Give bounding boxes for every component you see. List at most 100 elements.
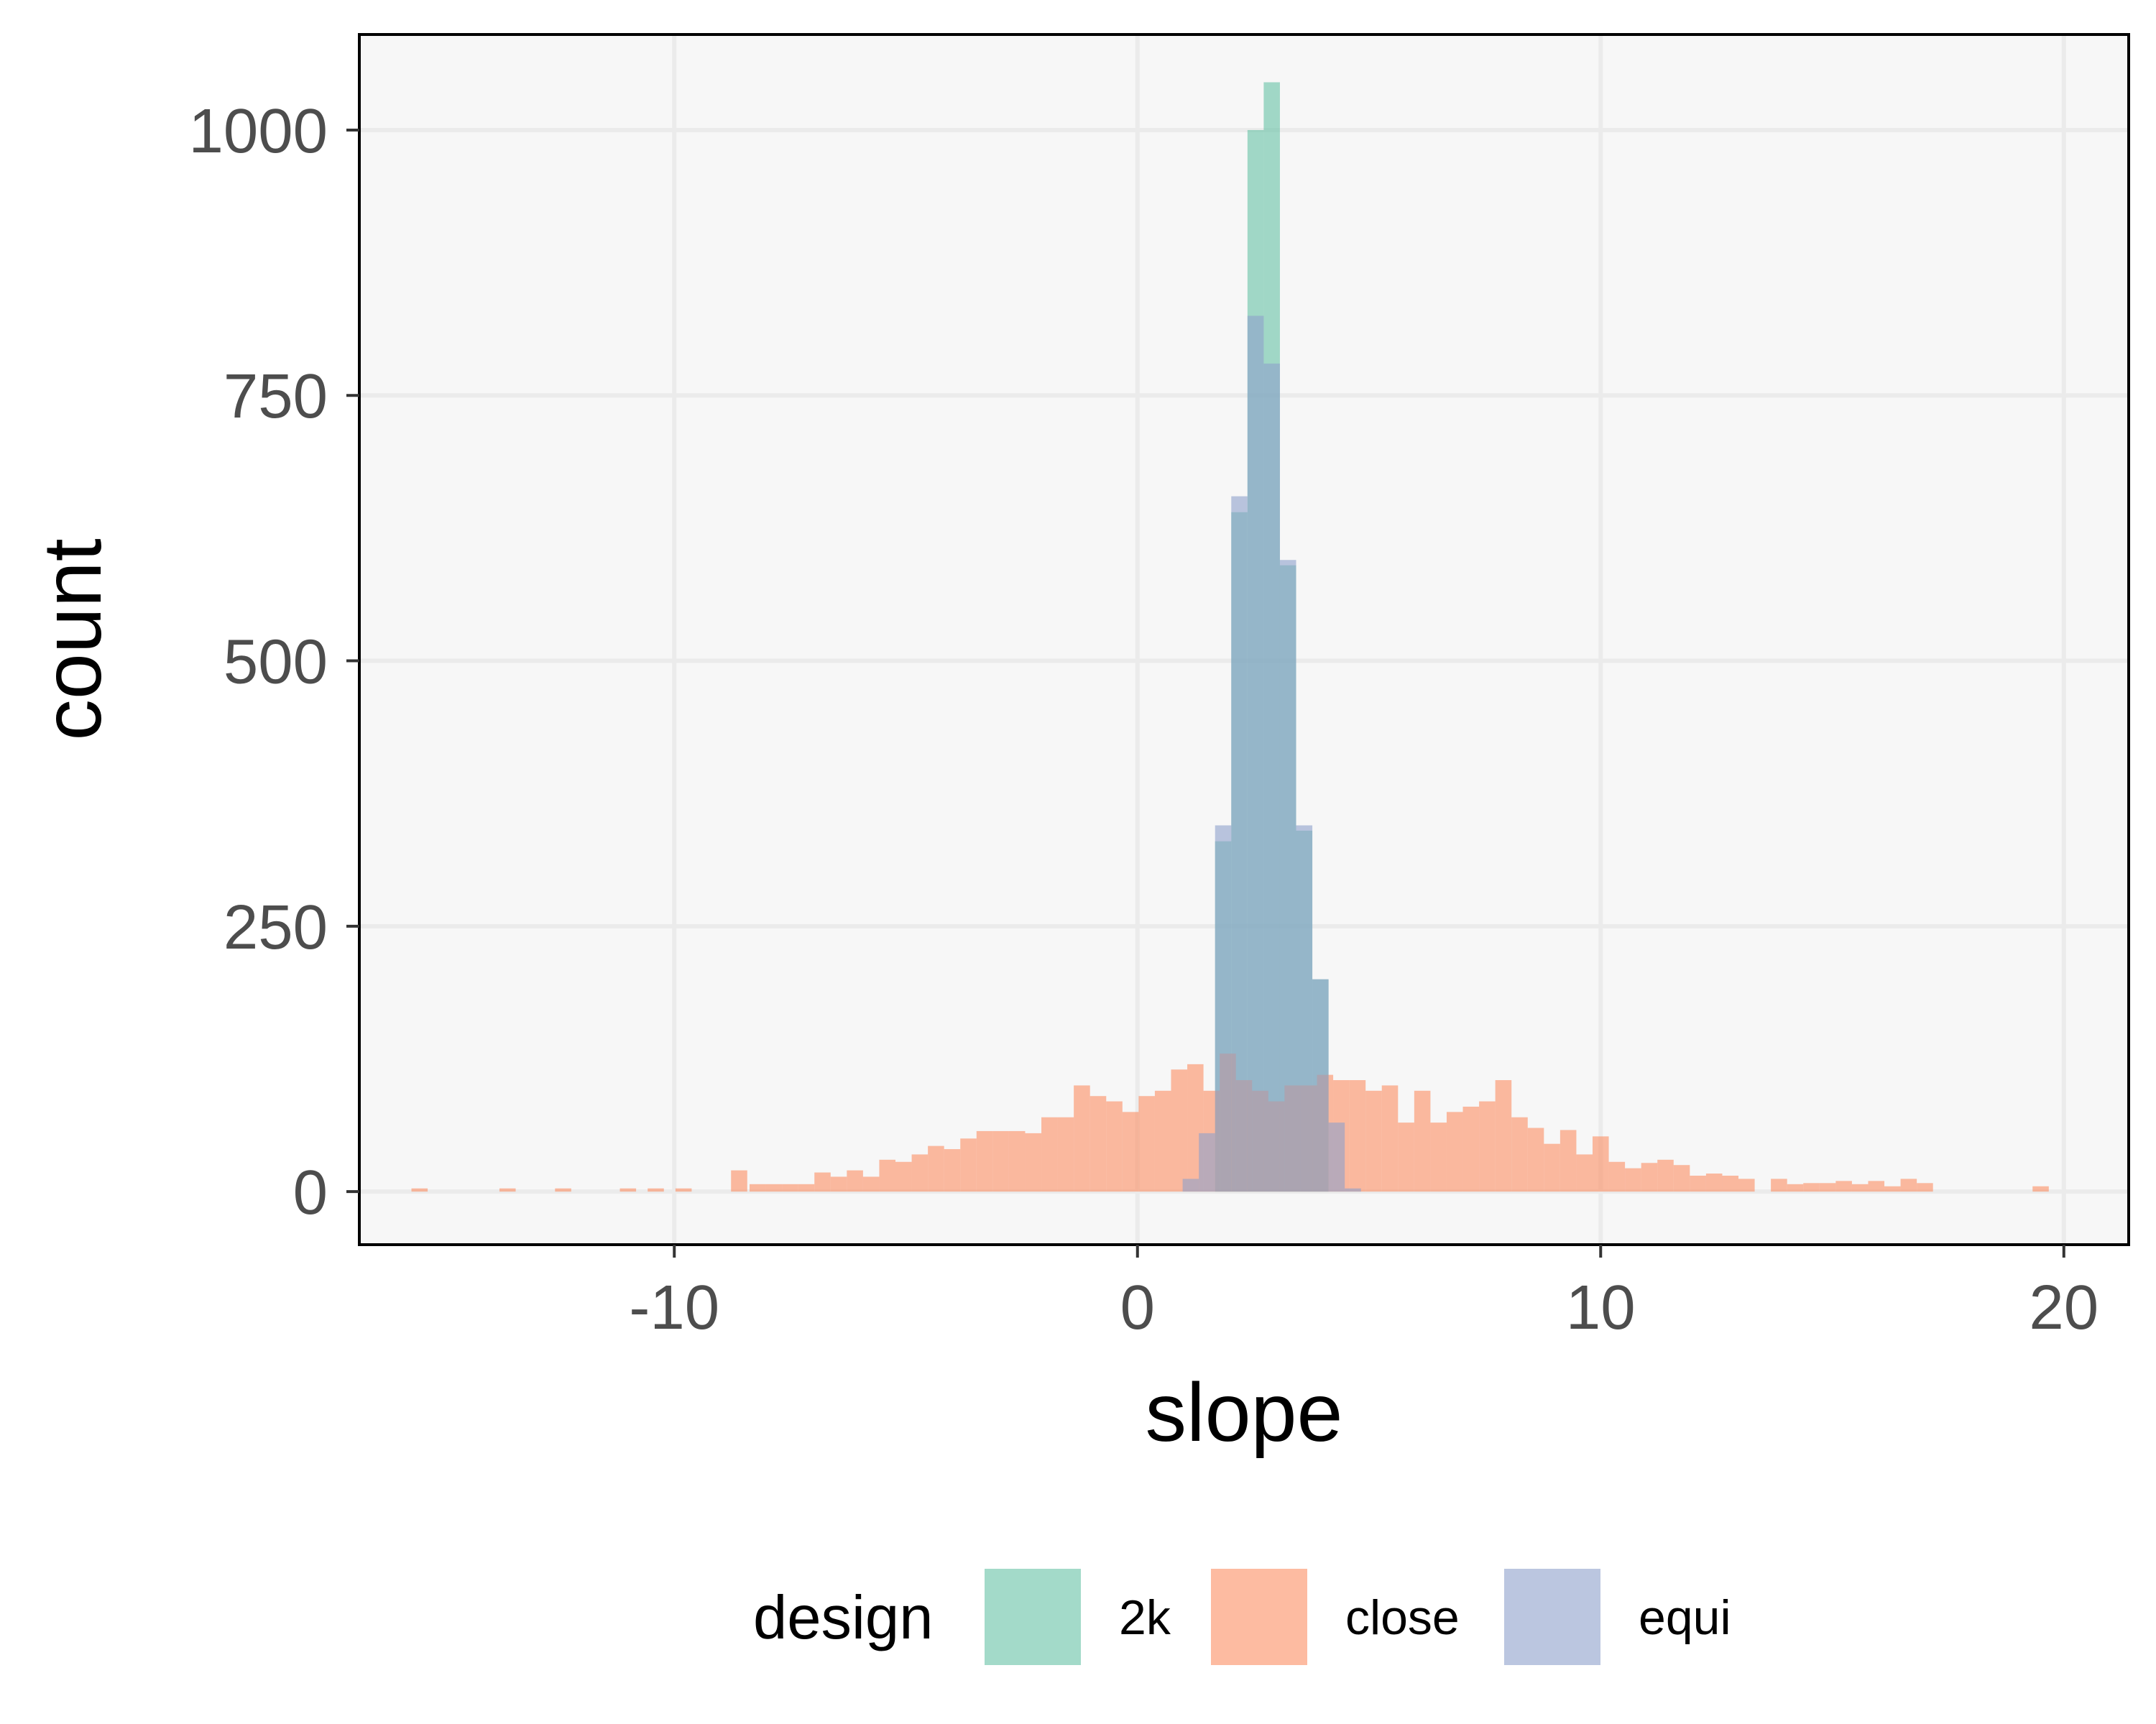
histogram-bar	[1182, 1179, 1199, 1192]
histogram-bar	[648, 1188, 664, 1192]
histogram-bar	[1690, 1175, 1706, 1192]
histogram-bar	[814, 1172, 831, 1192]
histogram-bars	[411, 82, 2049, 1192]
histogram-bar	[1414, 1090, 1431, 1192]
histogram-bar	[1511, 1117, 1528, 1192]
x-tick-label: -10	[629, 1273, 719, 1342]
histogram-bar	[1705, 1174, 1723, 1192]
histogram-bar	[1279, 560, 1296, 1192]
histogram-bar	[992, 1130, 1009, 1192]
histogram-bar	[1074, 1085, 1090, 1192]
y-tick-label: 750	[224, 361, 328, 431]
histogram-bar	[1231, 496, 1248, 1192]
histogram-bar	[1868, 1181, 1885, 1192]
histogram-bar	[798, 1184, 815, 1192]
histogram-bar	[1154, 1090, 1171, 1192]
histogram-bar	[1819, 1183, 1836, 1192]
histogram-bar	[1106, 1101, 1123, 1192]
plot-border	[358, 33, 2130, 1246]
histogram-bar	[1657, 1159, 1674, 1192]
histogram-bar	[1544, 1143, 1560, 1192]
legend-label-equi: equi	[1639, 1590, 1731, 1645]
histogram-bar	[1041, 1117, 1058, 1192]
histogram-bar	[2032, 1186, 2049, 1192]
y-tick-label: 0	[293, 1158, 328, 1227]
histogram-bar	[749, 1184, 766, 1192]
x-tick-label: 20	[2029, 1273, 2099, 1342]
histogram-bar	[1365, 1090, 1382, 1192]
histogram-bar	[1089, 1096, 1107, 1192]
histogram-bar	[1462, 1106, 1480, 1192]
x-tick-label: 10	[1566, 1273, 1636, 1342]
histogram-bar	[1787, 1184, 1804, 1192]
histogram-bar	[765, 1184, 783, 1192]
histogram-bar	[1560, 1130, 1577, 1192]
legend-title: design	[753, 1584, 933, 1652]
histogram-bar	[1608, 1161, 1626, 1192]
histogram-bar	[1592, 1136, 1609, 1192]
histogram-bar	[1641, 1163, 1658, 1192]
histogram-bar	[1722, 1175, 1739, 1192]
histogram-bar	[1057, 1117, 1074, 1192]
histogram-bar	[782, 1184, 798, 1192]
histogram-bar	[960, 1138, 977, 1192]
histogram-bar	[1398, 1123, 1414, 1192]
histogram-bar	[1215, 825, 1232, 1192]
histogram-bar	[619, 1188, 637, 1192]
histogram-bar	[895, 1161, 912, 1192]
histogram-bar	[1138, 1096, 1155, 1192]
histogram-bar	[1008, 1130, 1026, 1192]
histogram-bar	[1199, 1133, 1215, 1192]
histogram-bar	[976, 1130, 993, 1192]
histogram-bar	[499, 1188, 516, 1192]
histogram-bar	[1673, 1165, 1690, 1192]
histogram-bar	[1495, 1080, 1512, 1192]
histogram-bar	[1917, 1183, 1933, 1192]
x-axis-title: slope	[1146, 1367, 1343, 1459]
histogram-bar	[1835, 1181, 1852, 1192]
legend-key-close	[1211, 1569, 1307, 1665]
histogram-bar	[879, 1159, 896, 1192]
histogram-bar	[1884, 1186, 1901, 1192]
histogram-bar	[1025, 1133, 1042, 1192]
histogram-bar	[1247, 315, 1264, 1192]
histogram-bar	[1625, 1168, 1641, 1192]
histogram-bar	[1803, 1183, 1820, 1192]
y-axis-title: count	[27, 538, 119, 740]
axis-ticks: -10 0 10 20 0 250 500 750 1000	[188, 96, 2099, 1342]
histogram-bar	[1296, 825, 1313, 1192]
y-tick-label: 1000	[188, 96, 328, 166]
histogram-bar	[1479, 1101, 1496, 1192]
histogram-bar	[1171, 1069, 1188, 1192]
histogram-bar	[1345, 1188, 1361, 1192]
histogram-bar	[1771, 1179, 1787, 1192]
histogram-bar	[911, 1154, 929, 1192]
histogram-bar	[1851, 1184, 1869, 1192]
histogram-bar	[1430, 1123, 1447, 1192]
histogram-bar	[1122, 1112, 1139, 1192]
series-equi	[1182, 315, 1361, 1192]
histogram-bar	[1328, 1123, 1345, 1192]
histogram-bar	[1263, 363, 1280, 1192]
histogram-bar	[862, 1176, 880, 1192]
histogram-bar	[1446, 1112, 1463, 1192]
histogram-bar	[847, 1170, 863, 1192]
histogram-bar	[1527, 1128, 1544, 1192]
histogram-bar	[731, 1170, 747, 1192]
histogram-bar	[1900, 1179, 1917, 1192]
histogram-bar	[1312, 979, 1329, 1192]
legend-label-close: close	[1345, 1590, 1460, 1645]
histogram-bar	[928, 1146, 944, 1192]
y-tick-label: 500	[224, 627, 328, 697]
legend-label-2k: 2k	[1119, 1590, 1171, 1645]
histogram-bar	[944, 1149, 961, 1192]
y-tick-label: 250	[224, 893, 328, 962]
x-tick-label: 0	[1120, 1273, 1155, 1342]
histogram-bar	[1349, 1080, 1366, 1192]
legend: design 2k close equi	[753, 1569, 1731, 1665]
histogram-bar	[411, 1188, 428, 1192]
legend-key-equi	[1504, 1569, 1600, 1665]
legend-key-2k	[985, 1569, 1081, 1665]
histogram-bar	[675, 1188, 692, 1192]
